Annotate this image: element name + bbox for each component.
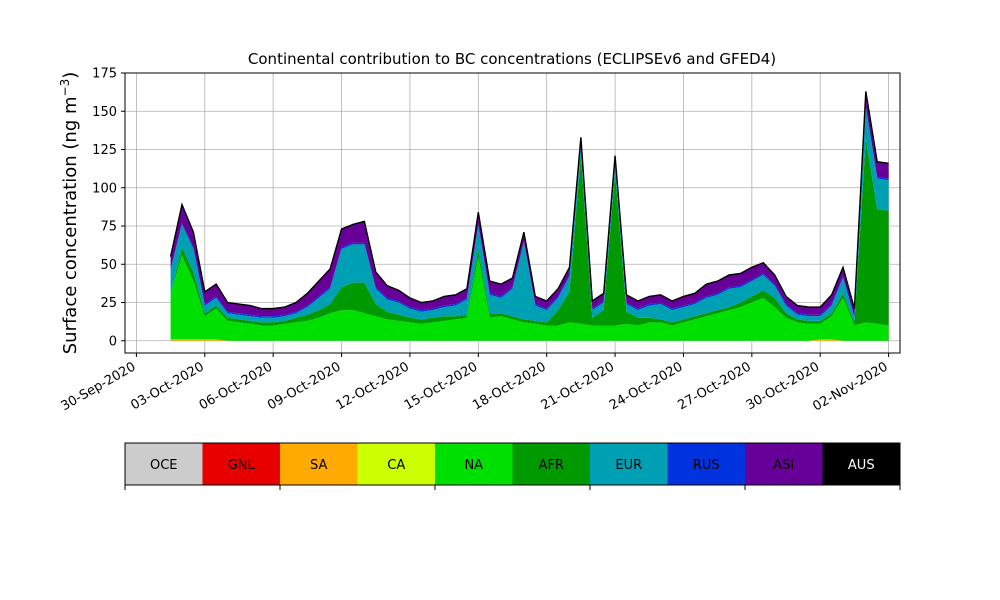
- legend-frame: [124, 442, 901, 486]
- y-axis-label: Surface concentration (ng m−3): [58, 72, 81, 355]
- legend-swatch-aus: [822, 443, 900, 485]
- y-ticks: 0 25 50 75 100 125 150 175: [92, 67, 125, 349]
- y-tick-label: 25: [100, 296, 117, 311]
- legend: OCE GNL SA CA NA AFR EUR RUS ASI AUS: [124, 442, 901, 490]
- legend-swatch-rus: [667, 443, 745, 485]
- legend-swatch-afr: [512, 443, 590, 485]
- y-axis-label-exponent: −3: [58, 79, 72, 97]
- legend-label-eur: EUR: [615, 458, 642, 473]
- legend-label-aus: AUS: [848, 458, 875, 473]
- y-tick-label: 75: [100, 220, 117, 235]
- stacked-areas: [169, 91, 889, 341]
- total-outline: [169, 91, 889, 310]
- area-eur: [170, 108, 889, 323]
- y-tick-label: 50: [100, 258, 117, 273]
- y-tick-label: 125: [92, 143, 117, 158]
- legend-label-na: NA: [464, 458, 483, 473]
- legend-swatch-sa: [280, 443, 358, 485]
- y-tick-label: 0: [109, 334, 117, 349]
- legend-label-sa: SA: [310, 458, 327, 473]
- chart-title: Continental contribution to BC concentra…: [248, 50, 776, 68]
- legend-label-afr: AFR: [539, 458, 564, 473]
- legend-label-asi: ASI: [773, 458, 794, 473]
- legend-label-gnl: GNL: [228, 458, 256, 473]
- y-tick-label: 175: [92, 67, 117, 82]
- y-tick-label: 150: [92, 105, 117, 120]
- legend-swatch-oce: [125, 443, 203, 485]
- legend-swatch-eur: [590, 443, 668, 485]
- legend-label-rus: RUS: [693, 458, 720, 473]
- plot-frame: [124, 72, 901, 354]
- area-na: [170, 255, 889, 341]
- legend-label-oce: OCE: [150, 458, 178, 473]
- area-asi: [170, 91, 889, 317]
- legend-swatch-gnl: [202, 443, 280, 485]
- legend-swatch-na: [435, 443, 513, 485]
- legend-swatch-asi: [745, 443, 823, 485]
- y-axis-label-close: ): [60, 72, 81, 79]
- y-axis-label-main: Surface concentration (ng m: [60, 96, 81, 354]
- area-sa: [170, 339, 889, 341]
- legend-label-ca: CA: [387, 458, 405, 473]
- y-tick-label: 100: [92, 181, 117, 196]
- legend-swatch-ca: [357, 443, 435, 485]
